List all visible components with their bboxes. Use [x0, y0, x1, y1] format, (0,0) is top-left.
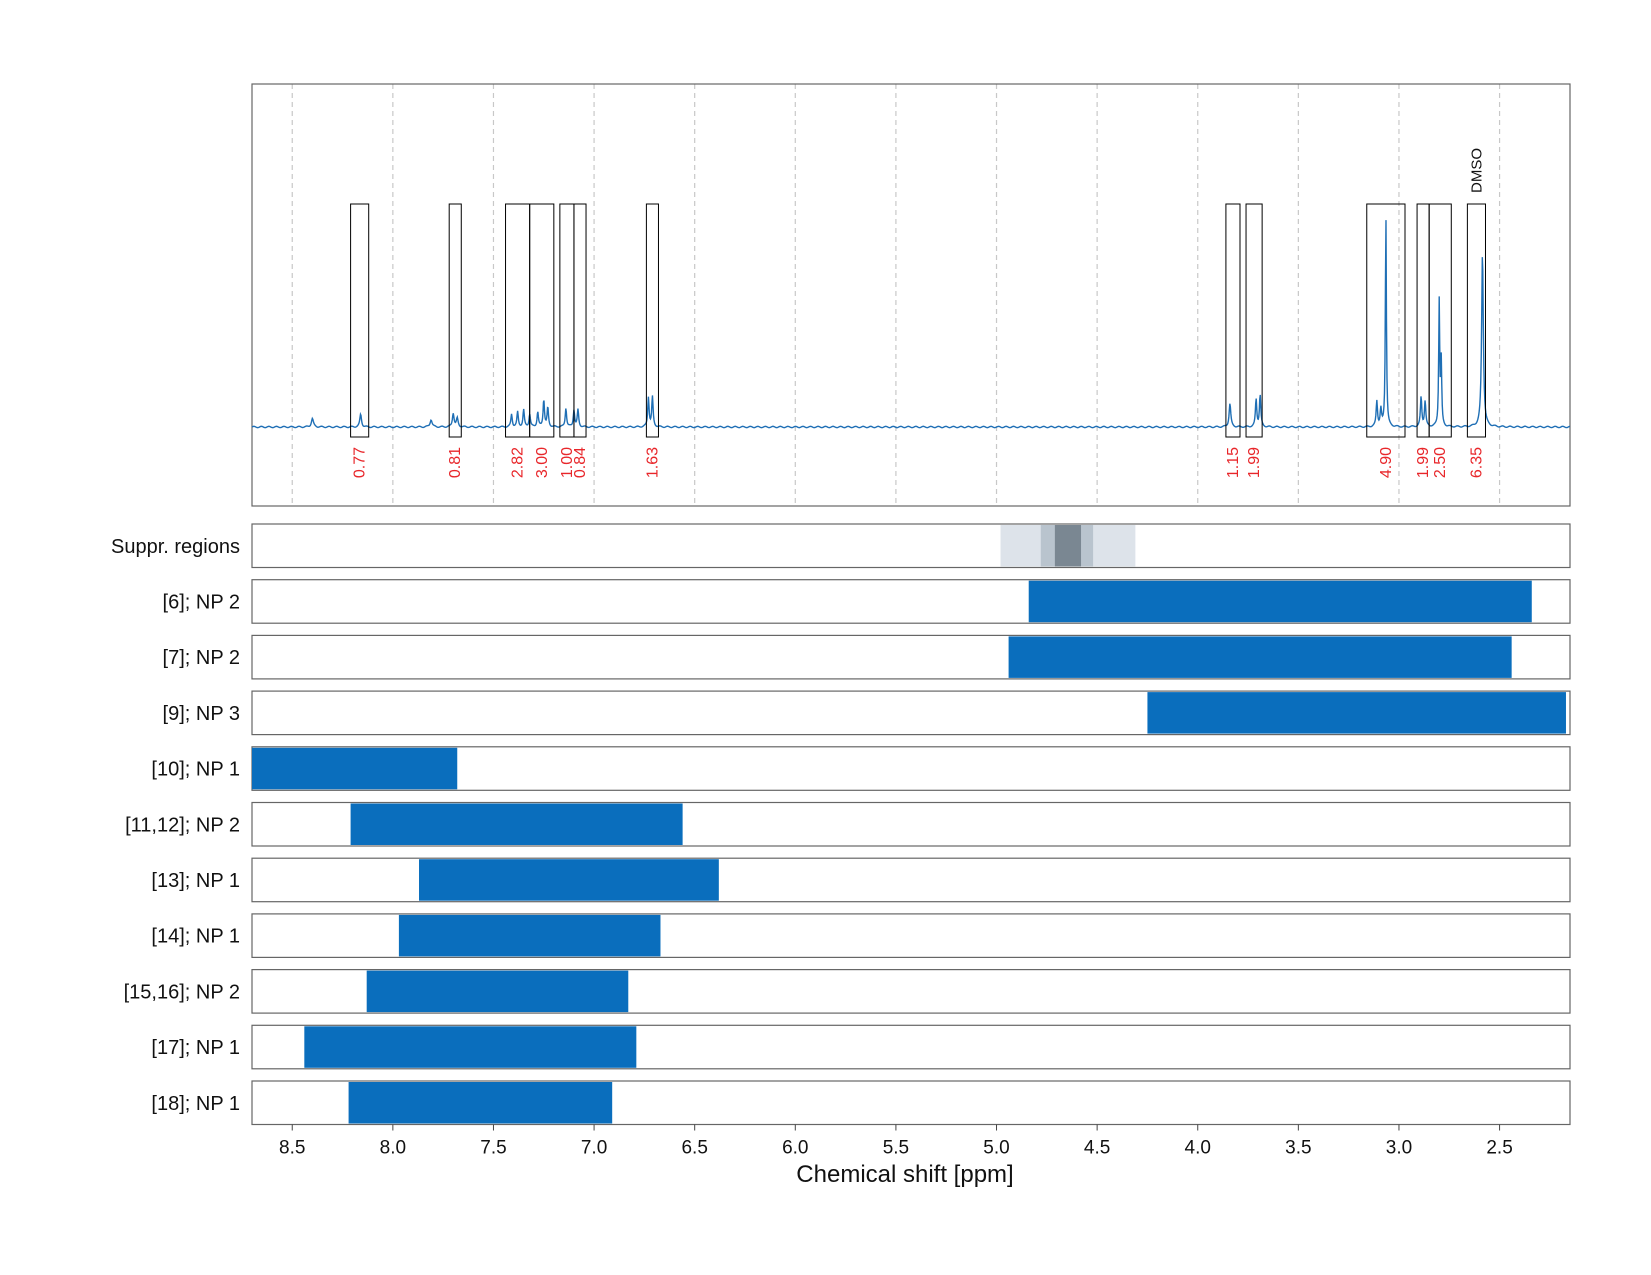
row-label: [15,16]; NP 2	[124, 981, 240, 1003]
integration-box	[1416, 203, 1430, 438]
integration-box	[573, 203, 587, 438]
x-tick-label: 2.5	[1486, 1138, 1512, 1159]
x-axis-label: Chemical shift [ppm]	[796, 1161, 1013, 1188]
x-tick-label: 5.0	[983, 1138, 1009, 1159]
integral-label: 1.99	[1415, 447, 1432, 478]
integral-label: 1.00	[559, 447, 576, 478]
integration-box	[559, 203, 575, 438]
x-tick-label: 8.5	[279, 1138, 305, 1159]
spectrum-frame	[251, 83, 1571, 507]
row-label: [13]; NP 1	[151, 870, 240, 892]
range-bar	[350, 803, 683, 845]
range-bar	[419, 859, 719, 901]
grid-lines	[291, 84, 1501, 506]
x-tick-label: 6.0	[782, 1138, 808, 1159]
integral-label: 4.90	[1378, 447, 1395, 478]
integration-box	[645, 203, 659, 438]
x-tick-label: 4.0	[1185, 1138, 1211, 1159]
x-tick-label: 6.5	[681, 1138, 707, 1159]
spectrum-line	[251, 220, 1571, 429]
row-label: [11,12]; NP 2	[125, 814, 240, 836]
integration-box	[1428, 203, 1452, 438]
range-bar	[1028, 580, 1532, 623]
integral-label: 1.63	[644, 447, 661, 478]
integration-box	[505, 203, 531, 438]
range-bar	[366, 970, 629, 1013]
annotation-label: DMSO	[1468, 148, 1485, 193]
range-bar	[1008, 636, 1512, 678]
row-label: [14]; NP 1	[151, 926, 240, 948]
x-tick-label: 8.0	[380, 1138, 406, 1159]
range-bar	[398, 914, 661, 957]
x-tick-label: 7.0	[581, 1138, 607, 1159]
range-bar	[252, 747, 458, 790]
range-bar	[348, 1082, 613, 1124]
suppressed-region	[1054, 525, 1082, 567]
integration-box	[1466, 203, 1486, 438]
integral-label: 0.81	[447, 447, 464, 478]
integration-box	[350, 203, 370, 438]
x-tick-label: 3.0	[1386, 1138, 1412, 1159]
integral-label: 0.77	[352, 447, 369, 478]
x-tick-label: 4.5	[1084, 1138, 1110, 1159]
row-label: Suppr. regions	[111, 536, 240, 558]
x-tick-label: 3.5	[1285, 1138, 1311, 1159]
range-bar	[304, 1026, 637, 1068]
integration-box	[529, 203, 555, 438]
range-bar	[1147, 692, 1566, 734]
row-label: [18]; NP 1	[151, 1093, 240, 1115]
row-label: [6]; NP 2	[163, 591, 240, 613]
integration-box	[1366, 203, 1406, 438]
row-label: [10]; NP 1	[151, 759, 240, 781]
integration-box	[448, 203, 462, 438]
row-frame	[251, 523, 1571, 569]
integral-label: 1.99	[1246, 447, 1263, 478]
integral-label: 2.50	[1432, 447, 1449, 478]
integration-box	[1245, 203, 1263, 438]
integral-label: 1.15	[1225, 447, 1242, 478]
integration-box	[1225, 203, 1241, 438]
integral-label: 0.84	[572, 447, 589, 478]
range-rows: Suppr. regions [6]; NP 2 [7]; NP 2 [9]; NP …	[111, 523, 1571, 1126]
row-label: [9]; NP 3	[163, 703, 240, 725]
integral-label: 2.82	[510, 447, 527, 478]
x-axis: 8.5 8.0 7.5 7.0 6.5 6.0 5.5 5.0 4.5 4.0 3.5 3.0 2.5	[279, 1124, 1513, 1159]
row-label: [7]; NP 2	[163, 647, 240, 669]
x-tick-label: 7.5	[480, 1138, 506, 1159]
integral-label: 3.00	[534, 447, 551, 478]
integral-label: 6.35	[1468, 447, 1485, 478]
row-label: [17]; NP 1	[151, 1037, 240, 1059]
x-tick-label: 5.5	[883, 1138, 909, 1159]
spectrum-panel: 0.77 0.81 2.82 3.00 1.000.84 1.63 1.15 1.99 4.90…	[251, 83, 1571, 507]
